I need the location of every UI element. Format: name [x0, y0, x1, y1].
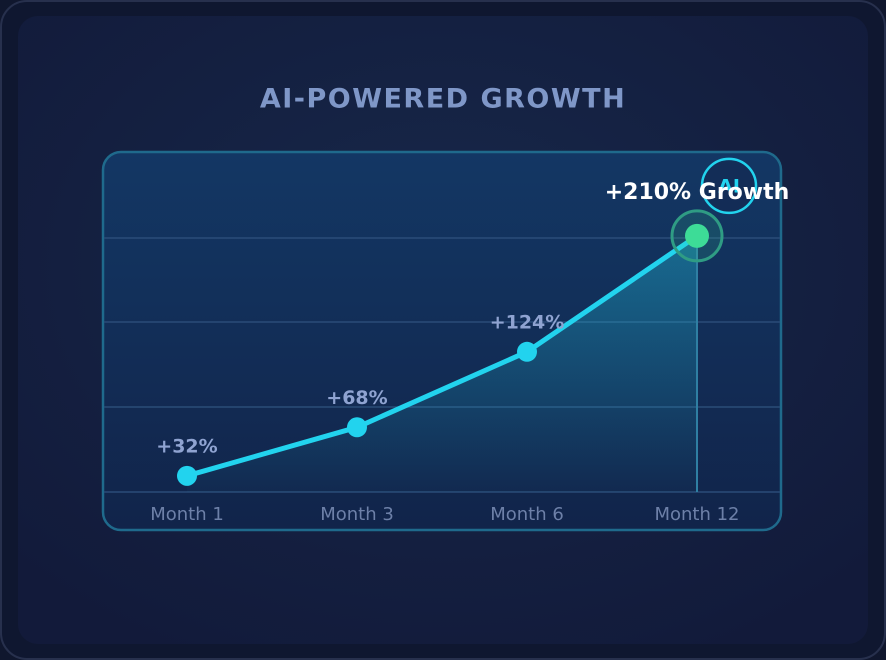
value-label: +210% Growth [605, 180, 790, 205]
x-tick-label: Month 12 [654, 504, 739, 525]
x-tick-label: Month 3 [320, 504, 394, 525]
point [517, 341, 537, 362]
area [187, 235, 697, 492]
value-label: +124% [490, 311, 565, 333]
value-label: +32% [156, 435, 217, 457]
chart-title: AI-POWERED GROWTH [260, 84, 626, 115]
line [184, 233, 700, 479]
series-layer: +32% Month 1 +68% Month 3 +124% Month 6 AI+210… [150, 157, 790, 525]
point [177, 465, 197, 486]
point [685, 223, 709, 248]
x-tick-label: Month 6 [490, 504, 564, 525]
point [347, 417, 367, 438]
value-label: +68% [326, 387, 387, 409]
x-tick-label: Month 1 [150, 504, 224, 525]
ai-badge [700, 157, 758, 215]
ai-badge-text: AI [718, 175, 740, 197]
